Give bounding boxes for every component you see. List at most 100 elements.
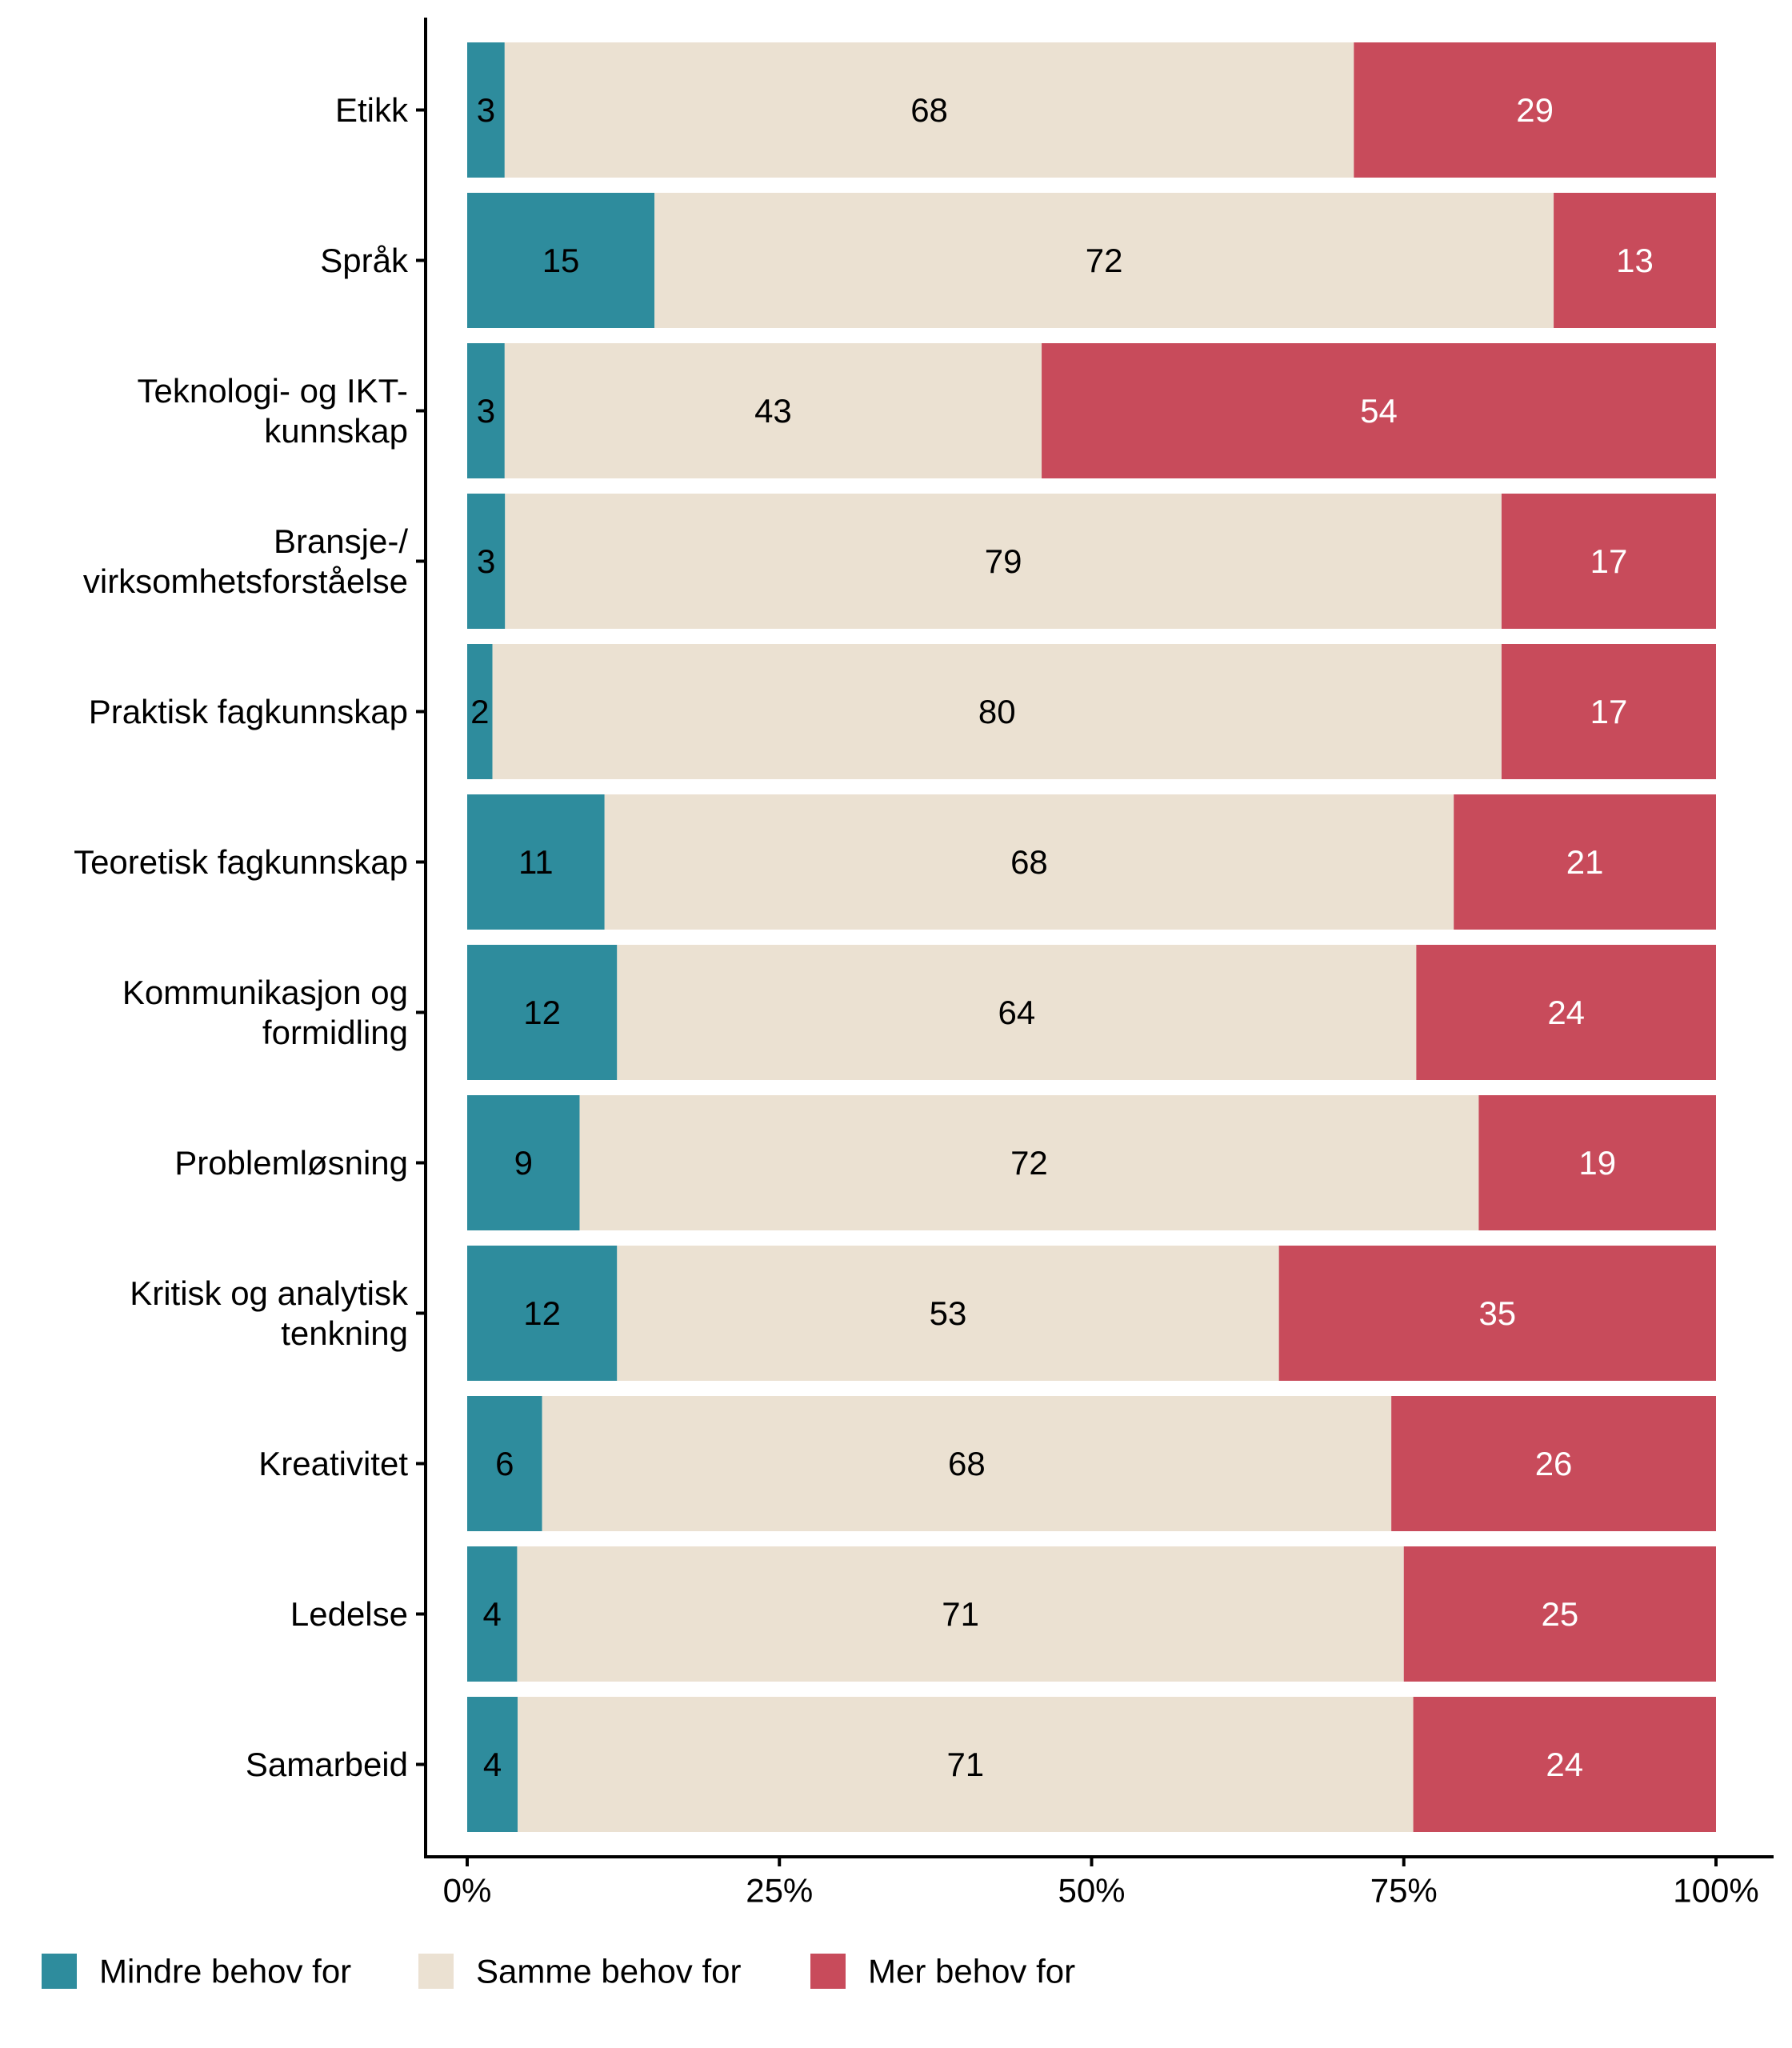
data-label: 13	[1616, 242, 1654, 279]
bar-segment	[467, 644, 493, 779]
bar-segment	[1403, 1546, 1716, 1682]
legend-label: Samme behov for	[476, 1953, 742, 1990]
bar-segment	[504, 42, 1354, 178]
bar-segment	[467, 193, 655, 328]
x-axis-ticks: 0% 25% 50% 75% 100%	[443, 1857, 1759, 1910]
bar-segment	[467, 1697, 518, 1832]
bar-segment	[467, 1546, 518, 1682]
data-label: 68	[948, 1445, 986, 1482]
bar-segment	[505, 494, 1502, 629]
x-tick-label: 25%	[746, 1872, 813, 1910]
y-tick-label: Etikk	[335, 91, 409, 129]
bar-segment	[1354, 42, 1716, 178]
y-tick-label: tenkning	[281, 1314, 408, 1352]
data-label: 17	[1590, 693, 1628, 730]
y-tick-label: Kreativitet	[258, 1445, 408, 1482]
data-label: 17	[1590, 542, 1628, 580]
data-label: 12	[523, 994, 561, 1031]
bar-segment	[467, 1396, 542, 1531]
data-label: 6	[495, 1445, 514, 1482]
data-label: 68	[910, 91, 948, 129]
legend: Mindre behov for Samme behov for Mer behov…	[42, 1953, 1075, 1990]
data-label: 3	[477, 392, 495, 430]
bar-segment	[1454, 794, 1716, 930]
bar-segment	[467, 343, 505, 478]
bar-segment	[542, 1396, 1392, 1531]
y-tick-label: Praktisk fagkunnskap	[89, 693, 408, 730]
y-tick-label: Teoretisk fagkunnskap	[74, 843, 408, 881]
data-label: 43	[754, 392, 792, 430]
bar-segment	[467, 42, 505, 178]
bar-segment	[617, 945, 1417, 1080]
bar-segment	[467, 794, 605, 930]
data-label: 19	[1578, 1144, 1616, 1182]
data-label: 35	[1478, 1294, 1516, 1332]
y-tick-label: Problemløsning	[174, 1144, 408, 1182]
bar-segment	[467, 494, 506, 629]
data-label: 11	[518, 843, 554, 881]
data-label: 71	[942, 1595, 979, 1633]
y-tick-label: Kritisk og analytisk	[130, 1274, 409, 1312]
legend-swatch	[418, 1954, 454, 1989]
y-tick-label: Teknologi- og IKT-	[137, 372, 408, 410]
bar-segment	[467, 1095, 580, 1230]
data-label: 72	[1010, 1144, 1048, 1182]
y-tick-label: Ledelse	[290, 1595, 408, 1633]
data-label: 2	[470, 693, 489, 730]
bar-segment	[654, 193, 1554, 328]
legend-label: Mer behov for	[868, 1953, 1075, 1990]
bar-segment	[1554, 193, 1716, 328]
bar-segment	[1501, 494, 1716, 629]
y-tick-label: Språk	[320, 242, 409, 279]
data-label: 21	[1566, 843, 1604, 881]
bar-segment	[1413, 1697, 1716, 1832]
y-tick-label: virksomhetsforståelse	[83, 562, 408, 600]
data-label: 3	[477, 542, 495, 580]
bar-segment	[1416, 945, 1716, 1080]
data-label: 4	[483, 1746, 502, 1783]
bar-segment	[517, 1546, 1404, 1682]
data-label: 54	[1360, 392, 1398, 430]
legend-swatch	[42, 1954, 77, 1989]
data-label: 71	[946, 1746, 984, 1783]
data-label: 12	[523, 1294, 561, 1332]
bar-segment	[1042, 343, 1716, 478]
data-label: 25	[1542, 1595, 1579, 1633]
bar-segment	[1501, 644, 1716, 779]
data-label: 79	[985, 542, 1022, 580]
bar-segment	[1478, 1095, 1716, 1230]
x-tick-label: 50%	[1058, 1872, 1125, 1910]
bar-segment	[467, 1246, 618, 1381]
data-label: 3	[477, 91, 495, 129]
y-tick-label: formidling	[262, 1014, 408, 1051]
y-axis-labels: Etikk Språk Teknologi- og IKT-kunnskap Bran…	[74, 91, 426, 1783]
data-label: 80	[978, 693, 1016, 730]
bar-segment	[467, 945, 618, 1080]
x-tick-label: 75%	[1370, 1872, 1438, 1910]
data-label: 24	[1546, 1746, 1583, 1783]
data-label: 24	[1547, 994, 1585, 1031]
data-label: 64	[998, 994, 1035, 1031]
y-tick-label: Kommunikasjon og	[122, 974, 408, 1011]
bar-segment	[504, 343, 1042, 478]
bar-segment	[579, 1095, 1479, 1230]
legend-label: Mindre behov for	[99, 1953, 351, 1990]
data-label: 26	[1535, 1445, 1573, 1482]
legend-swatch	[810, 1954, 846, 1989]
data-label: 4	[483, 1595, 502, 1633]
bar-segment	[617, 1246, 1279, 1381]
data-label: 72	[1086, 242, 1123, 279]
x-tick-label: 100%	[1673, 1872, 1758, 1910]
data-label: 9	[514, 1144, 533, 1182]
bar-segment	[518, 1697, 1414, 1832]
x-tick-label: 0%	[443, 1872, 492, 1910]
y-tick-label: Samarbeid	[246, 1746, 408, 1783]
bar-segment	[1391, 1396, 1716, 1531]
bar-segment	[604, 794, 1454, 930]
bar-segment	[492, 644, 1502, 779]
data-label: 29	[1516, 91, 1554, 129]
data-label: 68	[1010, 843, 1048, 881]
y-tick-label: kunnskap	[264, 412, 408, 450]
